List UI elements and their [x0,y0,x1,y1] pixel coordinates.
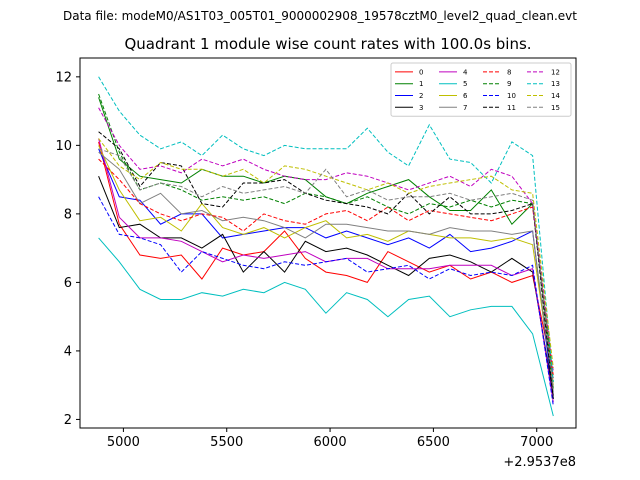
legend-label-1: 1 [419,80,423,88]
y-tick-label: 2 [64,413,72,428]
x-tick-label: 6500 [417,435,450,450]
y-tick-label: 8 [64,207,72,222]
legend-label-10: 10 [507,92,516,100]
x-tick-label: 5500 [210,435,243,450]
x-offset-label: +2.9537e8 [503,455,576,470]
series-line-2 [98,148,554,399]
series-line-11 [98,131,554,399]
series-line-15 [98,148,554,389]
y-tick-label: 4 [64,344,72,359]
legend-label-3: 3 [419,104,423,112]
legend-label-15: 15 [551,104,560,112]
x-tick-label: 7000 [520,435,553,450]
legend-label-8: 8 [507,68,511,76]
series-line-10 [98,196,554,406]
x-tick-label: 6000 [314,435,347,450]
plot-area [98,76,554,417]
legend-label-6: 6 [463,92,468,100]
suptitle: Data file: modeM0/AS1T03_005T01_90000029… [63,9,577,23]
y-tick-label: 10 [55,139,72,154]
legend-label-4: 4 [463,68,468,76]
series-line-9 [98,93,554,382]
legend-label-13: 13 [551,80,560,88]
x-tick-label: 5000 [107,435,140,450]
series-line-8 [98,158,554,379]
series-line-6 [98,145,554,386]
legend-label-2: 2 [419,92,423,100]
legend-label-9: 9 [507,80,511,88]
series-line-1 [98,97,554,389]
series-line-0 [98,141,554,376]
series-line-12 [98,107,554,372]
legend-label-12: 12 [551,68,560,76]
legend-label-5: 5 [463,80,467,88]
legend-label-7: 7 [463,104,467,112]
y-tick-label: 12 [55,70,72,85]
legend-label-0: 0 [419,68,423,76]
series-line-5 [98,237,554,417]
series-line-4 [98,138,554,403]
series-line-7 [98,151,554,393]
y-tick-label: 6 [64,276,72,291]
series-line-13 [98,76,554,382]
chart-title: Quadrant 1 module wise count rates with … [124,35,531,53]
series-line-3 [98,176,554,396]
series-line-14 [98,138,554,369]
axes-frame [79,57,577,429]
legend-label-11: 11 [507,104,516,112]
legend-frame [390,62,572,117]
legend-label-14: 14 [551,92,560,100]
